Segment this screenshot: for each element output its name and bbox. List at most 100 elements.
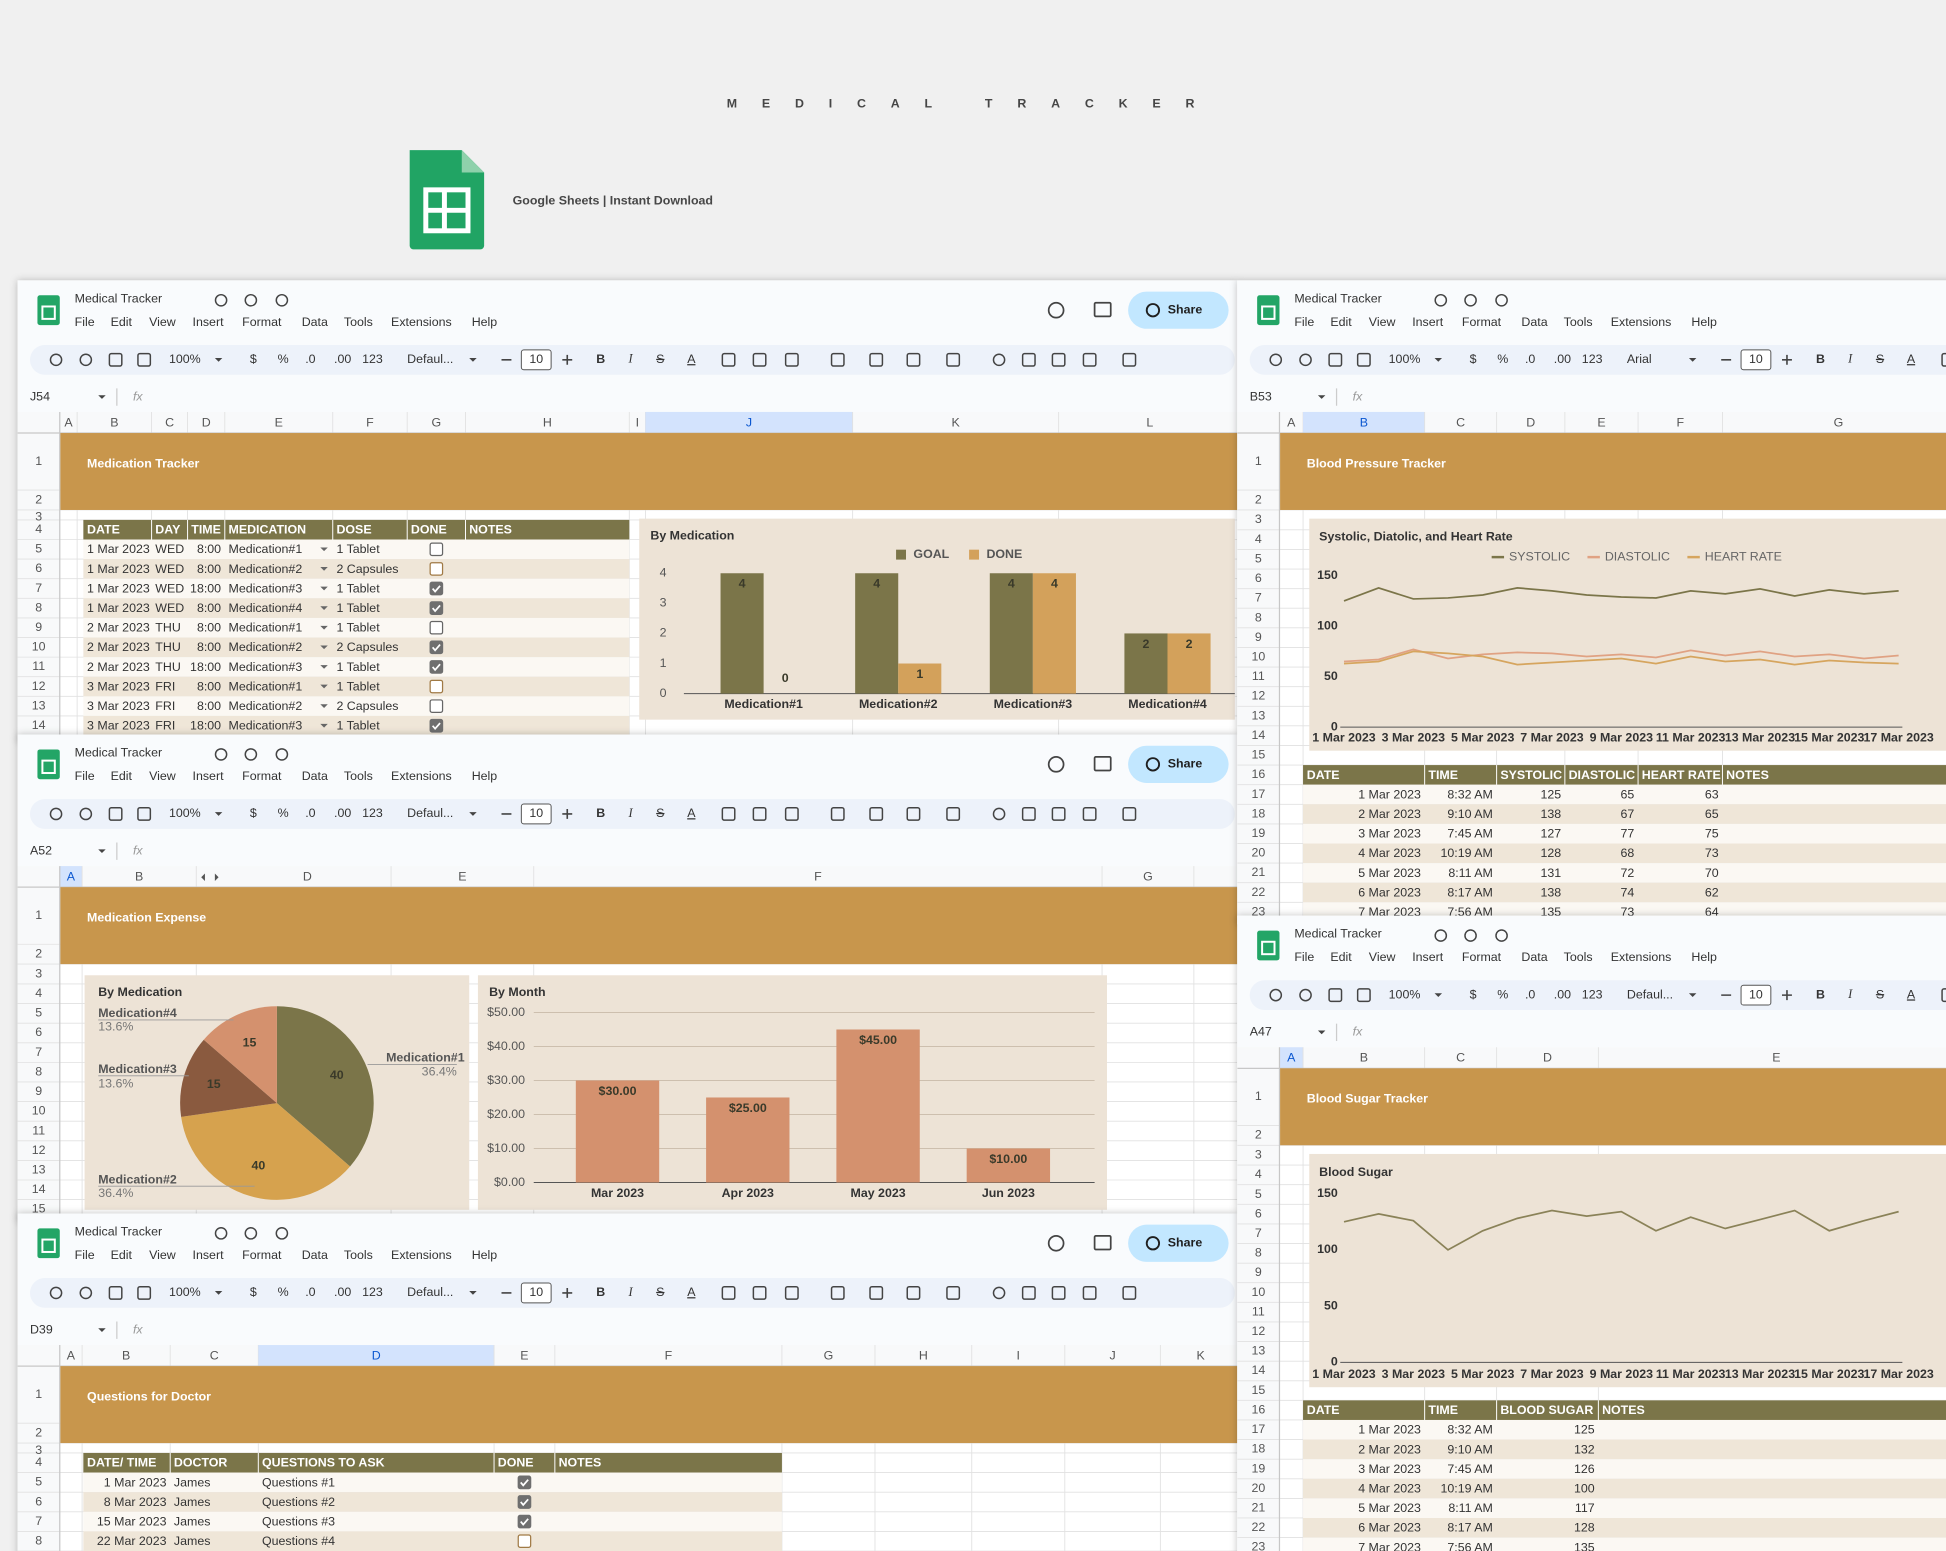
toolbar-icon[interactable]	[108, 352, 123, 367]
toolbar-icon[interactable]	[721, 1285, 736, 1300]
toolbar-item[interactable]: 123	[362, 352, 383, 366]
menu-item[interactable]: Edit	[111, 1248, 133, 1262]
menu-item[interactable]: Tools	[1564, 950, 1593, 964]
menu-item[interactable]: Format	[1462, 950, 1502, 964]
menu-item[interactable]: View	[149, 769, 176, 783]
toolbar-item[interactable]: A	[687, 352, 696, 366]
toolbar-icon[interactable]	[784, 807, 799, 821]
toolbar-icon[interactable]	[784, 352, 799, 367]
toolbar-icon[interactable]	[469, 357, 477, 362]
column-header[interactable]: G	[824, 1348, 834, 1362]
checkbox[interactable]	[429, 620, 444, 635]
toolbar-icon[interactable]	[721, 807, 736, 821]
toolbar-item[interactable]: Defaul...	[407, 1285, 453, 1299]
toolbar-icon[interactable]	[1434, 357, 1443, 362]
toolbar-icon[interactable]	[946, 1285, 961, 1300]
menu-item[interactable]: Data	[302, 315, 328, 329]
column-header[interactable]: C	[210, 1348, 219, 1362]
checkbox[interactable]	[517, 1475, 532, 1490]
toolbar-icon[interactable]	[1688, 993, 1697, 997]
menu-item[interactable]: Insert	[1412, 315, 1444, 329]
column-header[interactable]: E	[1772, 1051, 1780, 1065]
toolbar-item[interactable]: I	[627, 806, 633, 820]
column-header[interactable]: D	[202, 415, 211, 429]
menu-item[interactable]: Edit	[111, 315, 133, 329]
column-header[interactable]: F	[366, 415, 374, 429]
toolbar-item[interactable]: B	[1816, 352, 1825, 366]
toolbar-icon[interactable]	[214, 357, 223, 362]
checkbox[interactable]	[517, 1495, 532, 1509]
toolbar-item[interactable]: %	[278, 352, 289, 366]
toolbar-item[interactable]: A	[687, 806, 696, 820]
column-header[interactable]: F	[814, 870, 822, 884]
menu-item[interactable]: Insert	[193, 315, 225, 329]
toolbar-item[interactable]: S	[656, 352, 664, 366]
toolbar-icon[interactable]	[1021, 352, 1036, 367]
column-header[interactable]: I	[1017, 1348, 1020, 1362]
menu-item[interactable]: Tools	[1564, 315, 1593, 329]
toolbar-item[interactable]: Defaul...	[407, 806, 453, 820]
toolbar-item[interactable]: %	[278, 806, 289, 820]
toolbar-icon[interactable]	[214, 1291, 223, 1295]
column-header[interactable]: A	[67, 1348, 76, 1362]
column-header[interactable]: D	[303, 870, 312, 884]
column-header[interactable]: I	[636, 415, 639, 429]
column-header[interactable]: E	[275, 415, 283, 429]
column-header[interactable]: B	[1360, 1051, 1368, 1065]
toolbar-item[interactable]: 10	[1749, 352, 1763, 366]
toolbar-icon[interactable]	[49, 1286, 63, 1300]
toolbar-item[interactable]: A	[687, 1285, 696, 1299]
toolbar-item[interactable]: .0	[305, 806, 315, 820]
toolbar-icon[interactable]	[1122, 352, 1137, 367]
toolbar-item[interactable]: $	[1470, 352, 1477, 366]
menu-item[interactable]: Tools	[344, 769, 373, 783]
menu-item[interactable]: Edit	[1330, 315, 1352, 329]
toolbar-icon[interactable]	[946, 352, 961, 367]
toolbar-item[interactable]: .00	[1554, 352, 1571, 366]
toolbar-item[interactable]: Defaul...	[1627, 987, 1673, 1001]
toolbar-icon[interactable]	[137, 807, 152, 821]
toolbar-icon[interactable]	[869, 352, 884, 367]
menu-item[interactable]: Tools	[344, 1248, 373, 1262]
toolbar-icon[interactable]	[98, 395, 106, 399]
menu-item[interactable]: Data	[302, 769, 328, 783]
toolbar-item[interactable]: .0	[305, 352, 315, 366]
toolbar-icon[interactable]	[830, 807, 845, 821]
toolbar-item[interactable]: A	[1907, 352, 1916, 366]
menu-item[interactable]: Format	[242, 315, 282, 329]
column-header[interactable]: A	[1287, 1051, 1296, 1065]
menu-item[interactable]: Extensions	[1611, 950, 1672, 964]
toolbar-item[interactable]: I	[1847, 987, 1853, 1001]
toolbar-item[interactable]: B	[596, 806, 605, 820]
menu-item[interactable]: Format	[1462, 315, 1502, 329]
toolbar-icon[interactable]	[79, 353, 93, 367]
toolbar-icon[interactable]	[1782, 990, 1792, 1001]
toolbar-item[interactable]: 10	[529, 352, 543, 366]
column-header[interactable]: H	[919, 1348, 928, 1362]
share-button[interactable]	[1128, 1224, 1229, 1262]
checkbox[interactable]	[429, 718, 444, 733]
column-header[interactable]: B	[110, 415, 118, 429]
toolbar-icon[interactable]	[1051, 807, 1066, 821]
toolbar-item[interactable]: S	[1876, 352, 1884, 366]
toolbar-icon[interactable]	[1082, 352, 1097, 367]
toolbar-icon[interactable]	[1299, 353, 1312, 367]
toolbar-item[interactable]: Defaul...	[407, 352, 453, 366]
toolbar-item[interactable]: B	[596, 1285, 605, 1299]
menu-item[interactable]: View	[149, 315, 176, 329]
toolbar-item[interactable]: %	[1497, 352, 1508, 366]
cell-ref[interactable]: D39	[30, 1322, 53, 1336]
menu-item[interactable]: Help	[1691, 950, 1717, 964]
toolbar-icon[interactable]	[906, 352, 921, 367]
column-header[interactable]: L	[1146, 415, 1153, 429]
checkbox[interactable]	[429, 679, 444, 694]
toolbar-icon[interactable]	[108, 807, 123, 821]
toolbar-icon[interactable]	[562, 354, 573, 365]
column-header[interactable]: D	[1543, 1051, 1552, 1065]
toolbar-icon[interactable]	[1082, 807, 1097, 821]
menu-item[interactable]: File	[75, 315, 95, 329]
checkbox[interactable]	[517, 1534, 532, 1549]
toolbar-icon[interactable]	[1122, 1285, 1137, 1300]
menu-item[interactable]: Help	[1691, 315, 1717, 329]
toolbar-item[interactable]: 100%	[1389, 352, 1421, 366]
